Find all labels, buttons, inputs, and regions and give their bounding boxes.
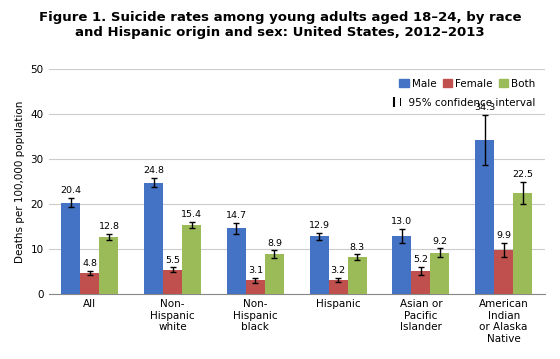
Bar: [163, 270, 182, 294]
Bar: [412, 271, 431, 294]
Bar: [494, 250, 513, 294]
Bar: [62, 202, 81, 294]
Bar: [144, 183, 163, 294]
Bar: [100, 237, 119, 294]
Text: 14.7: 14.7: [226, 211, 247, 220]
Text: 12.8: 12.8: [99, 222, 119, 231]
Bar: [265, 254, 284, 294]
Bar: [310, 236, 329, 294]
Text: 8.9: 8.9: [267, 238, 282, 247]
Text: 20.4: 20.4: [60, 186, 81, 195]
Bar: [182, 225, 201, 294]
Text: 3.2: 3.2: [330, 266, 346, 275]
Y-axis label: Deaths per 100,000 population: Deaths per 100,000 population: [15, 101, 25, 263]
Bar: [246, 280, 265, 294]
Text: 13.0: 13.0: [391, 217, 412, 227]
Text: 3.1: 3.1: [248, 266, 263, 275]
Text: 12.9: 12.9: [309, 221, 330, 230]
Bar: [81, 273, 100, 294]
Text: 22.5: 22.5: [512, 170, 533, 179]
Text: Figure 1. Suicide rates among young adults aged 18–24, by race
and Hispanic orig: Figure 1. Suicide rates among young adul…: [39, 11, 521, 39]
Bar: [348, 257, 367, 294]
Text: 8.3: 8.3: [349, 243, 365, 252]
Text: 9.9: 9.9: [496, 231, 511, 240]
Text: 4.8: 4.8: [82, 259, 97, 268]
Bar: [393, 236, 412, 294]
Bar: [329, 280, 348, 294]
Bar: [475, 140, 494, 294]
Text: 5.2: 5.2: [413, 255, 428, 264]
Text: 24.8: 24.8: [143, 167, 164, 176]
Text: 9.2: 9.2: [432, 237, 447, 246]
Text: 15.4: 15.4: [181, 210, 202, 219]
Legend: I  95% confidence interval: I 95% confidence interval: [387, 94, 540, 112]
Bar: [431, 253, 450, 294]
Bar: [513, 193, 532, 294]
Text: 34.3: 34.3: [474, 103, 495, 112]
Text: 5.5: 5.5: [165, 256, 180, 265]
Bar: [227, 228, 246, 294]
